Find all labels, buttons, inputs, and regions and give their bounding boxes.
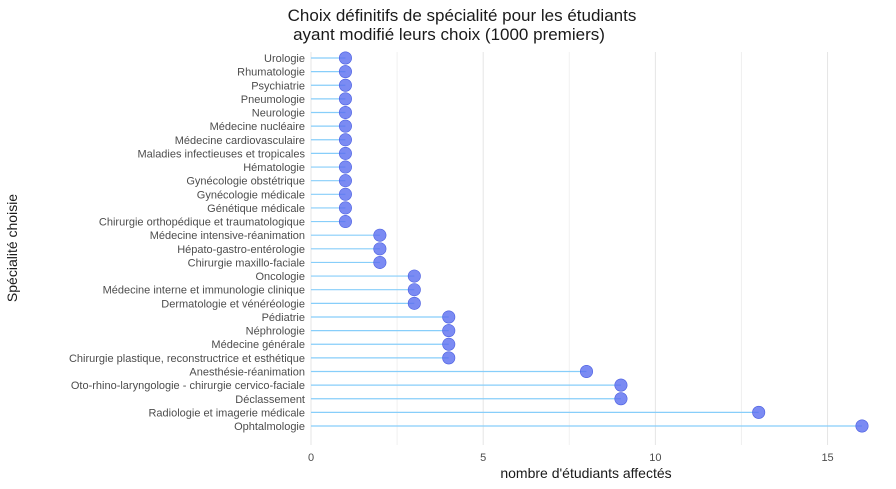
y-tick-label: Médecine intensive-réanimation [150,230,305,242]
y-tick-label: Rhumatologie [237,67,305,79]
y-tick-label: Hépato-gastro-entérologie [177,244,305,256]
y-tick-label: Néphrologie [246,326,305,338]
y-tick-label: Médecine générale [211,339,305,351]
data-point [338,160,352,174]
x-tick-label: 10 [649,452,661,464]
x-tick-label: 5 [480,452,486,464]
y-tick-label: Maladies infectieuses et tropicales [137,148,305,160]
data-point [338,119,352,133]
data-point [407,296,421,310]
y-tick-label: Chirurgie maxillo-faciale [188,257,305,269]
data-point [338,51,352,65]
data-point [338,201,352,215]
x-tick-labels: 0 5 10 15 [308,452,834,464]
y-tick-label: Gynécologie obstétrique [186,176,305,188]
points [338,51,869,433]
data-point [338,146,352,160]
y-tick-label: Chirurgie plastique, reconstructrice et … [69,353,305,365]
data-point [442,310,456,324]
data-point [373,242,387,256]
y-tick-label: Gynécologie médicale [197,189,305,201]
y-tick-label: Oncologie [255,271,305,283]
chart-title-line-2: ayant modifié leurs choix (1000 premiers… [293,25,605,44]
y-tick-label: Urologie [264,53,305,65]
data-point [338,92,352,106]
x-tick-label: 15 [821,452,833,464]
chart-title-line-1: Choix définitifs de spécialité pour les … [288,6,637,25]
y-tick-label: Anesthésie-réanimation [189,366,305,378]
data-point [338,106,352,120]
data-point [407,283,421,297]
data-point [614,378,628,392]
y-tick-label: Génétique médicale [207,203,305,215]
grid [310,52,829,445]
y-tick-label: Médecine interne et immunologie clinique [103,285,305,297]
data-point [614,392,628,406]
y-tick-label: Hématologie [243,162,305,174]
y-tick-label: Neurologie [252,108,305,120]
y-tick-label: Dermatologie et vénéréologie [161,298,305,310]
y-tick-label: Psychiatrie [251,80,305,92]
data-point [338,215,352,229]
data-point [338,174,352,188]
y-tick-label: Déclassement [235,394,305,406]
data-point [338,133,352,147]
data-point [442,324,456,338]
y-tick-label: Radiologie et imagerie médicale [148,407,305,419]
y-tick-label: Médecine cardiovasculaire [175,135,305,147]
y-axis-title: Spécialité choisie [4,194,20,302]
data-point [442,337,456,351]
y-tick-label: Médecine nucléaire [210,121,305,133]
y-tick-label: Oto-rhino-laryngologie - chirurgie cervi… [71,380,305,392]
data-point [579,364,593,378]
data-point [442,351,456,365]
data-point [338,187,352,201]
data-point [338,65,352,79]
y-tick-label: Chirurgie orthopédique et traumatologiqu… [99,217,305,229]
data-point [855,419,869,433]
data-point [338,78,352,92]
data-point [373,228,387,242]
data-point [407,269,421,283]
y-tick-label: Pneumologie [241,94,305,106]
y-tick-label: Ophtalmologie [234,421,305,433]
x-axis-title: nombre d'étudiants affectés [500,465,671,481]
data-point [752,405,766,419]
data-point [373,255,387,269]
x-tick-label: 0 [308,452,314,464]
y-tick-label: Pédiatrie [262,312,305,324]
